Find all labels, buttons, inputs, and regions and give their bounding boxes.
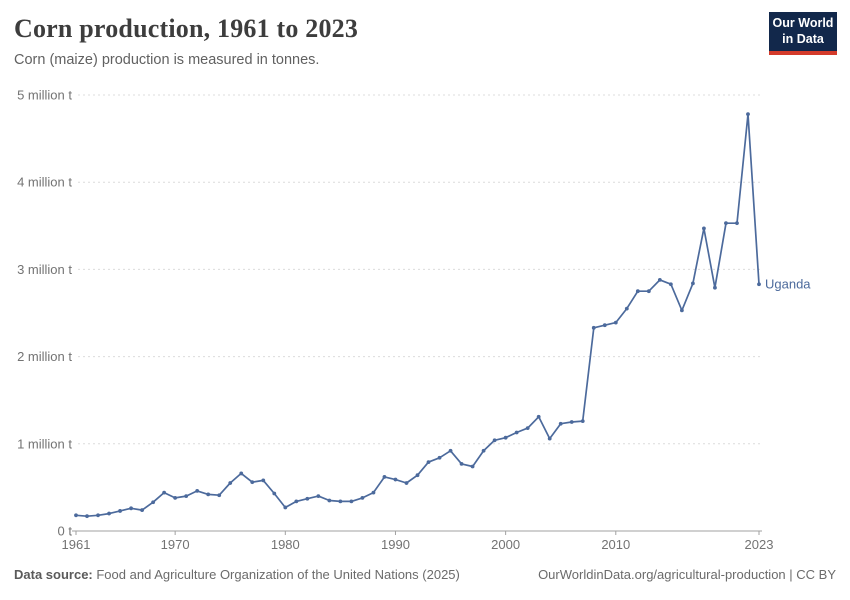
data-point[interactable] [657,277,662,282]
data-point[interactable] [173,495,178,500]
data-point[interactable] [360,495,365,500]
data-point[interactable] [613,320,618,325]
data-point[interactable] [393,477,398,482]
data-point[interactable] [536,414,541,419]
data-point[interactable] [691,281,695,286]
data-point[interactable] [580,419,585,424]
data-point[interactable] [525,426,530,431]
data-point[interactable] [107,511,111,516]
data-point[interactable] [492,438,497,443]
data-point[interactable] [624,306,629,311]
data-point[interactable] [481,448,486,453]
y-tick-label: 4 million t [17,175,72,190]
data-source-text: Food and Agriculture Organization of the… [92,567,460,582]
data-point[interactable] [250,480,255,485]
data-point[interactable] [569,420,574,424]
x-tick-label: 1990 [381,537,410,552]
data-point[interactable] [371,490,376,495]
data-point[interactable] [746,112,750,117]
data-point[interactable] [305,496,310,501]
data-point[interactable] [591,325,596,330]
data-point[interactable] [702,226,706,231]
data-point[interactable] [316,494,321,499]
data-point[interactable] [184,494,189,499]
data-point[interactable] [437,455,442,460]
data-point[interactable] [735,221,739,226]
data-point[interactable] [635,289,640,294]
x-tick-label: 1980 [271,537,300,552]
data-point[interactable] [327,498,332,503]
x-tick-label: 1970 [161,537,190,552]
data-point[interactable] [558,421,563,426]
data-point[interactable] [338,499,343,504]
data-point[interactable] [724,221,728,226]
data-point[interactable] [283,505,288,510]
y-tick-label: 1 million t [17,436,72,451]
page-title: Corn production, 1961 to 2023 [14,14,359,43]
x-tick-label: 2010 [601,537,630,552]
data-point[interactable] [162,490,167,495]
owid-logo-line1: Our World [772,16,834,30]
y-tick-label: 0 t [58,524,73,539]
x-tick-label: 2000 [491,537,520,552]
owid-url-license-link[interactable]: OurWorldinData.org/agricultural-producti… [538,567,836,582]
data-point[interactable] [757,282,761,287]
data-point[interactable] [415,473,420,478]
data-point[interactable] [426,460,431,465]
data-point[interactable] [503,435,508,440]
data-point[interactable] [514,430,519,435]
x-tick-label: 2023 [745,537,774,552]
y-tick-label: 5 million t [17,88,72,103]
data-point[interactable] [448,448,453,453]
data-point[interactable] [85,514,89,519]
data-source-note: Data source: Food and Agriculture Organi… [14,567,460,582]
data-source-label: Data source: [14,567,93,582]
data-line-uganda[interactable] [75,113,760,518]
data-point[interactable] [713,285,717,290]
owid-logo[interactable]: Our World in Data [769,12,837,55]
data-point[interactable] [129,506,133,511]
data-point[interactable] [470,464,475,469]
x-tick-label: 1961 [62,537,91,552]
data-point[interactable] [195,488,200,493]
owid-logo-line2: in Data [782,32,824,46]
data-point[interactable] [140,508,144,512]
data-point[interactable] [459,461,464,466]
data-point[interactable] [118,509,122,513]
series-label-uganda: Uganda [765,277,811,292]
data-point[interactable] [404,481,409,485]
y-tick-label: 2 million t [17,349,72,364]
data-point[interactable] [239,471,244,476]
data-point[interactable] [349,499,354,504]
data-point[interactable] [261,478,266,483]
data-point[interactable] [206,492,211,497]
data-point[interactable] [646,289,651,294]
data-point[interactable] [217,493,222,498]
data-point[interactable] [74,513,78,518]
data-point[interactable] [151,500,156,505]
data-point[interactable] [272,491,277,496]
data-point[interactable] [96,513,100,518]
data-point[interactable] [382,475,387,479]
chart-footer: Data source: Food and Agriculture Organi… [14,567,836,582]
data-point[interactable] [228,481,233,485]
data-point[interactable] [668,282,673,287]
data-point[interactable] [547,436,552,441]
data-point[interactable] [294,499,299,504]
data-point[interactable] [602,323,607,328]
chart-subtitle: Corn (maize) production is measured in t… [14,52,320,68]
data-point[interactable] [679,308,684,313]
y-tick-label: 3 million t [17,262,72,277]
